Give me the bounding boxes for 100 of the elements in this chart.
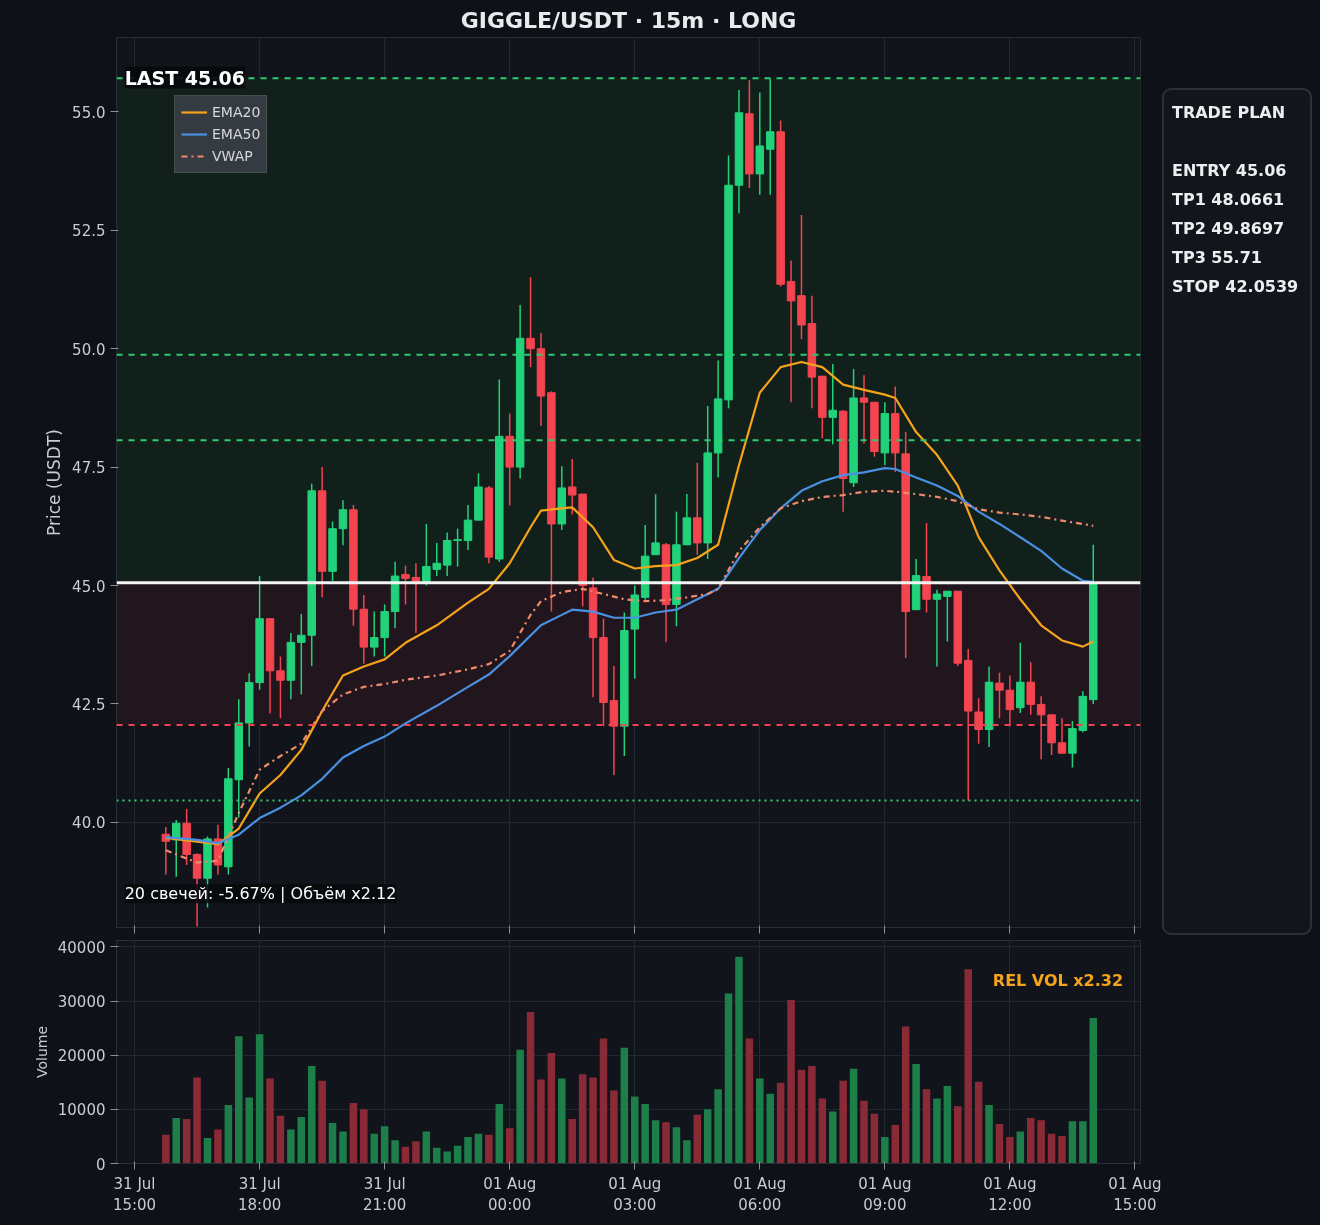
bar bbox=[839, 1080, 847, 1164]
bar bbox=[162, 1134, 170, 1164]
bar bbox=[516, 1049, 524, 1164]
y-axis-title: Volume bbox=[33, 1025, 50, 1079]
bar bbox=[495, 1103, 504, 1164]
bar bbox=[620, 1047, 629, 1164]
bar bbox=[1047, 1133, 1056, 1164]
bar bbox=[1058, 1135, 1066, 1164]
bar bbox=[349, 1102, 358, 1164]
candlestick bbox=[276, 655, 285, 719]
bar bbox=[558, 1078, 566, 1164]
x-tick-label: 01 Aug 06:00 bbox=[733, 1174, 787, 1215]
bar bbox=[724, 993, 733, 1164]
bar bbox=[912, 1063, 920, 1164]
bar bbox=[954, 1106, 962, 1164]
bar bbox=[1089, 1017, 1098, 1164]
bar bbox=[433, 1147, 441, 1164]
bar bbox=[1016, 1131, 1025, 1164]
candlestick bbox=[786, 259, 796, 403]
bar bbox=[568, 1119, 576, 1164]
bar bbox=[703, 1109, 712, 1164]
candlestick bbox=[526, 276, 535, 368]
bar bbox=[255, 1034, 264, 1164]
bar bbox=[391, 1140, 399, 1164]
x-tick-label: 01 Aug 03:00 bbox=[608, 1174, 662, 1215]
candlestick bbox=[401, 564, 410, 606]
y-tick-label: 42.5 bbox=[72, 695, 106, 714]
bar bbox=[172, 1118, 180, 1164]
bar bbox=[526, 1011, 535, 1164]
bar bbox=[276, 1115, 285, 1164]
x-tick-label: 01 Aug 00:00 bbox=[483, 1174, 537, 1215]
bar bbox=[891, 1125, 900, 1164]
y-tick-label: 20000 bbox=[57, 1047, 106, 1066]
bar bbox=[672, 1127, 681, 1164]
candlestick bbox=[859, 374, 869, 445]
bar bbox=[1079, 1121, 1087, 1164]
bar bbox=[735, 956, 743, 1164]
bar bbox=[631, 1096, 639, 1164]
bar bbox=[235, 1036, 243, 1164]
bar bbox=[537, 1079, 545, 1164]
annotation: 20 свечей: -5.67% | Объём x2.12 bbox=[124, 884, 397, 904]
legend-label: EMA20 bbox=[212, 104, 261, 120]
candlestick bbox=[1026, 661, 1035, 716]
legend-label: VWAP bbox=[212, 148, 253, 164]
bar bbox=[849, 1068, 858, 1164]
bar bbox=[578, 1074, 587, 1164]
bar bbox=[974, 1081, 983, 1164]
bar bbox=[828, 1111, 837, 1164]
chart-title: GIGGLE/USDT · 15m · LONG bbox=[460, 7, 797, 33]
bar bbox=[360, 1109, 368, 1164]
bar bbox=[651, 1120, 660, 1164]
bar bbox=[933, 1098, 941, 1164]
bar bbox=[443, 1151, 451, 1164]
candlestick bbox=[932, 589, 942, 668]
candlestick bbox=[943, 590, 952, 643]
bar bbox=[808, 1066, 816, 1164]
bar bbox=[297, 1116, 306, 1164]
y-tick-label: 45.0 bbox=[72, 577, 106, 596]
y-tick-label: 52.5 bbox=[72, 222, 106, 241]
bar bbox=[901, 1026, 910, 1164]
bar bbox=[662, 1122, 670, 1164]
bar bbox=[203, 1138, 212, 1164]
bar bbox=[328, 1122, 337, 1164]
bar bbox=[422, 1131, 431, 1164]
y-tick-label: 30000 bbox=[57, 993, 106, 1012]
annotation: LAST 45.06 bbox=[124, 66, 245, 89]
bar bbox=[589, 1077, 597, 1164]
candlestick bbox=[651, 493, 660, 556]
bar bbox=[693, 1114, 702, 1164]
bar bbox=[193, 1077, 201, 1164]
bar bbox=[224, 1105, 233, 1164]
candlestick bbox=[922, 522, 931, 614]
x-tick-label: 01 Aug 15:00 bbox=[1108, 1174, 1162, 1215]
x-tick-label: 31 Jul 18:00 bbox=[238, 1174, 282, 1215]
x-tick-label: 01 Aug 09:00 bbox=[858, 1174, 912, 1215]
candlestick bbox=[1057, 717, 1067, 755]
bar bbox=[860, 1100, 868, 1164]
bar bbox=[797, 1069, 806, 1164]
x-tick-label: 01 Aug 12:00 bbox=[983, 1174, 1037, 1215]
bar bbox=[339, 1131, 347, 1164]
bar bbox=[818, 1098, 827, 1164]
bar bbox=[245, 1097, 253, 1164]
candlestick bbox=[463, 504, 473, 551]
bar bbox=[464, 1136, 472, 1164]
bar bbox=[412, 1141, 420, 1164]
x-tick-label: 31 Jul 15:00 bbox=[112, 1174, 157, 1215]
bar bbox=[943, 1086, 952, 1164]
y-tick-label: 47.5 bbox=[72, 459, 106, 478]
bar bbox=[922, 1089, 931, 1164]
bar bbox=[683, 1140, 691, 1164]
bar bbox=[776, 1082, 785, 1164]
bar bbox=[547, 1053, 556, 1164]
y-tick-label: 0 bbox=[95, 1155, 106, 1174]
bar bbox=[370, 1133, 378, 1164]
bar bbox=[787, 1000, 795, 1164]
bar bbox=[214, 1129, 222, 1164]
bar bbox=[881, 1136, 889, 1164]
y-tick-label: 10000 bbox=[57, 1101, 106, 1120]
bar bbox=[307, 1066, 316, 1164]
bar bbox=[610, 1090, 618, 1164]
